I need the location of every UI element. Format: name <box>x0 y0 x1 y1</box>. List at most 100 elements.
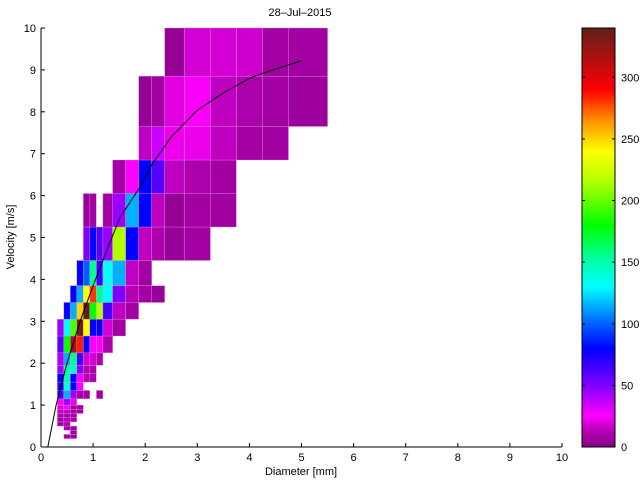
heatmap-cell <box>164 159 185 194</box>
heatmap-cell <box>102 335 114 354</box>
colorbar-tick-label: 100 <box>621 319 639 331</box>
y-tick-label: 8 <box>30 107 36 119</box>
heatmap-cell <box>70 413 78 418</box>
heatmap-cell <box>184 27 211 77</box>
heatmap-cell <box>112 302 126 320</box>
heatmap-cell <box>56 364 65 374</box>
heatmap-cell <box>89 285 97 303</box>
heatmap-cell <box>112 285 126 303</box>
heatmap-cell <box>76 352 84 366</box>
heatmap-cell <box>112 260 126 286</box>
heatmap-cell <box>138 260 152 286</box>
heatmap-cell <box>63 398 71 406</box>
heatmap-cell <box>236 27 263 77</box>
heatmap-cell <box>96 335 104 354</box>
heatmap-cell <box>70 381 78 391</box>
heatmap-cell <box>56 421 65 427</box>
heatmap-cell <box>262 126 289 161</box>
heatmap-cell <box>63 318 71 337</box>
heatmap-cell <box>125 226 139 261</box>
heatmap-cell <box>102 260 114 286</box>
x-tick-label: 1 <box>90 452 96 464</box>
x-tick-label: 8 <box>455 452 461 464</box>
colorbar-gradient <box>581 27 616 448</box>
heatmap-cell <box>83 285 91 303</box>
heatmap-cell <box>76 260 84 286</box>
x-tick-label: 5 <box>298 452 304 464</box>
heatmap-cells <box>56 27 328 439</box>
colorbar-tick-label: 200 <box>621 196 639 208</box>
heatmap-cell <box>76 408 84 414</box>
y-tick-label: 5 <box>30 233 36 245</box>
colorbar: 0 50 100 150 200 250 300 <box>581 27 639 454</box>
heatmap-cell <box>70 408 78 414</box>
colorbar-tick-label: 300 <box>621 72 639 84</box>
heatmap-cell <box>76 364 84 374</box>
colorbar-tick-label: 50 <box>621 380 633 392</box>
heatmap-cell <box>112 193 126 228</box>
heatmap-cell <box>96 390 104 400</box>
heatmap-cell <box>125 302 139 320</box>
heatmap-cell <box>96 226 104 261</box>
heatmap-cell <box>102 318 114 337</box>
heatmap-cell <box>96 285 104 303</box>
heatmap-cell <box>70 390 78 400</box>
heatmap-cell <box>96 352 104 366</box>
heatmap-cell <box>63 434 71 439</box>
colorbar-tick-label: 150 <box>621 257 639 269</box>
heatmap-cell <box>184 159 211 194</box>
heatmap-cell <box>112 318 126 337</box>
heatmap-cell <box>184 226 211 261</box>
heatmap-cell <box>70 404 78 410</box>
colorbar-tick-label: 250 <box>621 134 639 146</box>
heatmap-cell <box>138 75 152 127</box>
heatmap-cell <box>138 193 152 228</box>
heatmap-cell <box>151 193 165 228</box>
heatmap-cell <box>70 373 78 383</box>
heatmap-cell <box>63 404 71 410</box>
heatmap-cell <box>63 381 71 391</box>
heatmap-cell <box>164 226 185 261</box>
heatmap-cell <box>102 285 114 303</box>
heatmap-cell <box>151 159 165 194</box>
heatmap-cell <box>63 302 71 320</box>
heatmap-cell <box>70 429 78 435</box>
heatmap-cell <box>184 126 211 161</box>
y-tick-label: 9 <box>30 65 36 77</box>
y-tick-label: 7 <box>30 149 36 161</box>
heatmap-cell <box>63 413 71 418</box>
heatmap-cell <box>138 226 152 261</box>
y-axis-label: Velocity [m/s] <box>5 205 17 270</box>
heatmap-cell <box>164 27 185 77</box>
heatmap-cell <box>262 27 289 77</box>
x-tick-label: 9 <box>507 452 513 464</box>
heatmap-cell <box>76 390 84 400</box>
heatmap-cell <box>83 390 91 400</box>
heatmap-cell <box>76 373 84 383</box>
heatmap-cell <box>102 193 114 228</box>
heatmap-cell <box>56 398 65 406</box>
heatmap-cell <box>70 285 78 303</box>
heatmap-cell <box>70 398 78 406</box>
heatmap-cell <box>70 434 78 439</box>
heatmap-cell <box>70 302 78 320</box>
y-tick-label: 1 <box>30 400 36 412</box>
heatmap-cell <box>151 75 165 127</box>
heatmap-cell <box>83 364 91 374</box>
heatmap-cell <box>83 373 91 383</box>
y-tick-label: 4 <box>30 274 36 286</box>
heatmap-cell <box>63 417 71 423</box>
heatmap-cell <box>210 27 237 77</box>
heatmap-cell <box>210 193 237 228</box>
heatmap-cell <box>63 421 71 427</box>
heatmap-cell <box>63 425 71 431</box>
axes: 0 1 2 3 4 5 6 7 8 9 10 0 1 2 3 4 5 6 7 8 9 10 <box>24 23 568 464</box>
x-tick-label: 3 <box>194 452 200 464</box>
heatmap-cell <box>89 318 97 337</box>
heatmap-cell <box>76 302 84 320</box>
heatmap-cell <box>76 381 84 391</box>
heatmap-cell <box>164 75 185 127</box>
heatmap-cell <box>63 390 71 400</box>
heatmap-cell <box>56 413 65 418</box>
